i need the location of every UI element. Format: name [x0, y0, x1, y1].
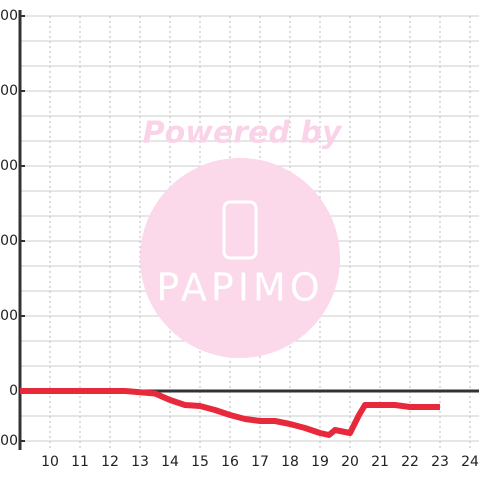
x-tick-label: 24 — [461, 454, 479, 470]
x-tick-label: 15 — [191, 454, 209, 470]
x-tick-label: 19 — [311, 454, 329, 470]
y-tick-label: 60,000 — [0, 233, 18, 249]
y-tick-label: 150,000 — [0, 8, 18, 24]
x-tick-label: 12 — [101, 454, 119, 470]
watermark-icon — [222, 200, 258, 260]
y-tick-label: 90,000 — [0, 158, 18, 174]
y-tick-label: 0 — [9, 383, 18, 399]
x-tick-label: 16 — [221, 454, 239, 470]
x-tick-label: 22 — [401, 454, 419, 470]
watermark-logo: PAPIMO — [156, 266, 323, 310]
x-tick-label: 14 — [161, 454, 179, 470]
y-tick-label: -20,000 — [0, 433, 18, 449]
x-tick-label: 13 — [131, 454, 149, 470]
x-tick-label: 17 — [251, 454, 269, 470]
x-tick-label: 11 — [71, 454, 89, 470]
y-tick-label: 30,000 — [0, 308, 18, 324]
x-tick-label: 21 — [371, 454, 389, 470]
watermark-text: Powered by — [143, 116, 343, 151]
data-line — [20, 388, 440, 438]
x-tick-label: 10 — [41, 454, 59, 470]
x-tick-label: 20 — [341, 454, 359, 470]
x-tick-label: 23 — [431, 454, 449, 470]
y-tick-label: 120,000 — [0, 83, 18, 99]
x-tick-label: 18 — [281, 454, 299, 470]
